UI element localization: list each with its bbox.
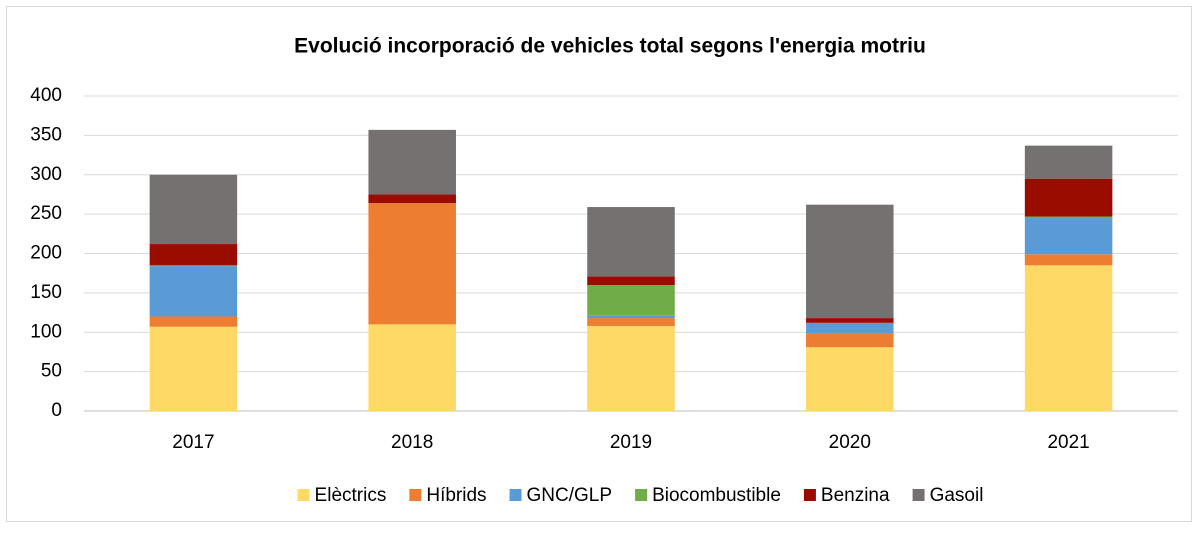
- chart-title: Evolució incorporació de vehicles total …: [294, 35, 926, 58]
- bar-segment: [368, 324, 456, 411]
- legend-swatch: [297, 489, 310, 501]
- bar-segment: [587, 318, 675, 326]
- legend-swatch: [509, 489, 522, 501]
- bar-segment: [587, 285, 675, 316]
- bar-segment: [1024, 145, 1113, 179]
- y-tick-label: 50: [41, 361, 62, 382]
- bar-segment: [1024, 254, 1113, 266]
- y-tick-label: 250: [30, 203, 62, 224]
- bar-segment: [149, 316, 238, 327]
- bar-segment: [368, 203, 456, 325]
- bar-segment: [149, 326, 238, 411]
- x-tick-label: 2017: [172, 432, 214, 453]
- bar-segment: [806, 318, 894, 323]
- legend-label: Benzina: [821, 485, 890, 506]
- legend-swatch: [409, 489, 422, 501]
- legend-label: GNC/GLP: [527, 485, 613, 506]
- legend-swatch: [803, 489, 816, 501]
- legend-label: Gasoil: [930, 485, 984, 506]
- y-tick-label: 300: [30, 164, 62, 185]
- bar-segment: [587, 207, 675, 277]
- y-tick-label: 0: [51, 400, 62, 421]
- y-tick-label: 150: [30, 282, 62, 303]
- y-tick-label: 200: [30, 243, 62, 264]
- bar-segment: [149, 244, 238, 266]
- legend-label: Elèctrics: [315, 485, 387, 506]
- bar-segment: [1024, 218, 1113, 255]
- bar-segment: [149, 265, 238, 267]
- x-tick-label: 2021: [1047, 432, 1089, 453]
- bar-segment: [587, 276, 675, 285]
- x-tick-label: 2019: [610, 432, 652, 453]
- bar-segment: [587, 315, 675, 319]
- bar-segment: [806, 333, 894, 348]
- legend-label: Híbrids: [426, 485, 486, 506]
- bar-segment: [368, 129, 456, 195]
- bar-segment: [806, 322, 894, 334]
- y-tick-label: 100: [30, 321, 62, 342]
- bar-segment: [1024, 265, 1113, 411]
- bar-segment: [368, 194, 456, 204]
- bar-segment: [1024, 216, 1113, 219]
- legend-swatch: [635, 489, 648, 501]
- y-tick-label: 350: [30, 124, 62, 145]
- bar-segment: [587, 325, 675, 411]
- bar-segment: [149, 266, 238, 317]
- bar-segment: [806, 347, 894, 411]
- bar-segment: [1024, 178, 1113, 217]
- x-tick-label: 2018: [391, 432, 433, 453]
- bar-segment: [806, 204, 894, 319]
- y-tick-label: 400: [30, 85, 62, 106]
- legend-swatch: [912, 489, 925, 501]
- bar-segment: [149, 174, 238, 245]
- legend-label: Biocombustible: [652, 485, 781, 506]
- x-tick-label: 2020: [829, 432, 871, 453]
